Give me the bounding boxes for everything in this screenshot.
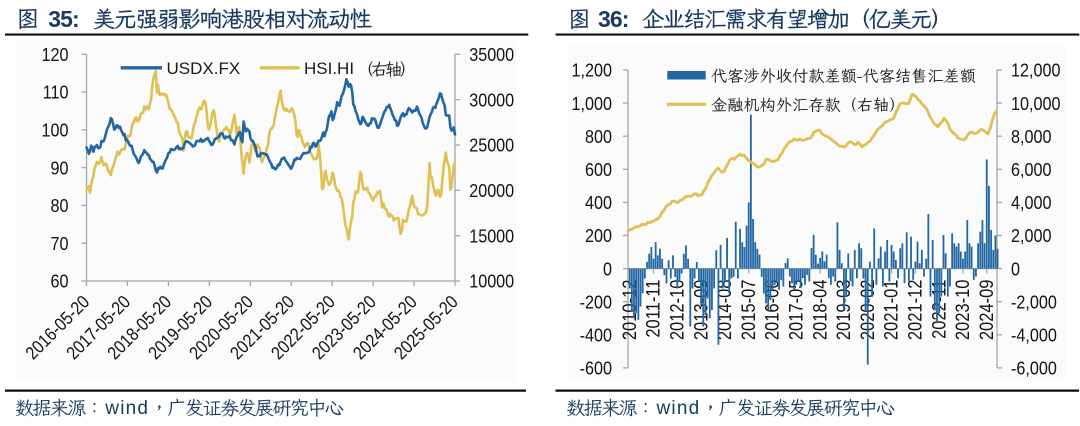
svg-text:60: 60 bbox=[51, 271, 69, 292]
svg-text:25000: 25000 bbox=[469, 135, 514, 156]
svg-text:800: 800 bbox=[585, 126, 612, 147]
svg-text:wind: wind bbox=[104, 398, 149, 419]
svg-text:35:: 35: bbox=[48, 6, 79, 32]
svg-text:2015-07: 2015-07 bbox=[738, 280, 759, 341]
svg-text:70: 70 bbox=[51, 233, 69, 254]
svg-text:2023-10: 2023-10 bbox=[952, 279, 973, 340]
svg-text:12,000: 12,000 bbox=[1011, 60, 1061, 81]
svg-text:110: 110 bbox=[43, 82, 69, 103]
svg-text:1,000: 1,000 bbox=[572, 93, 613, 114]
svg-text:-4,000: -4,000 bbox=[1011, 324, 1057, 345]
svg-text:80: 80 bbox=[51, 195, 69, 216]
svg-text:2018-04: 2018-04 bbox=[809, 279, 830, 340]
svg-text:1,200: 1,200 bbox=[572, 60, 613, 81]
svg-text:100: 100 bbox=[42, 119, 69, 140]
svg-text:36:: 36: bbox=[598, 6, 629, 32]
svg-text:2014-08: 2014-08 bbox=[714, 279, 735, 340]
svg-text:30000: 30000 bbox=[469, 89, 514, 110]
svg-text:400: 400 bbox=[585, 192, 612, 213]
svg-text:2021-01: 2021-01 bbox=[881, 279, 902, 340]
svg-text:35000: 35000 bbox=[469, 44, 514, 65]
svg-text:0: 0 bbox=[603, 258, 612, 279]
svg-text:2021-12: 2021-12 bbox=[904, 280, 925, 341]
svg-text:0: 0 bbox=[1011, 258, 1020, 279]
svg-text:6,000: 6,000 bbox=[1011, 159, 1052, 180]
svg-text:2,000: 2,000 bbox=[1011, 225, 1052, 246]
svg-text:10000: 10000 bbox=[469, 271, 514, 292]
svg-text:15000: 15000 bbox=[469, 225, 514, 246]
svg-text:200: 200 bbox=[585, 225, 612, 246]
svg-text:90: 90 bbox=[51, 157, 69, 178]
svg-text:-600: -600 bbox=[580, 357, 613, 378]
svg-text:10,000: 10,000 bbox=[1011, 93, 1061, 114]
svg-text:600: 600 bbox=[585, 159, 612, 180]
svg-text:wind: wind bbox=[656, 398, 701, 419]
svg-text:-400: -400 bbox=[580, 324, 613, 345]
svg-text:2017-05: 2017-05 bbox=[785, 279, 806, 340]
svg-text:2016-06: 2016-06 bbox=[762, 279, 783, 340]
svg-text:-6,000: -6,000 bbox=[1011, 357, 1057, 378]
svg-text:HSI.HI: HSI.HI bbox=[304, 59, 354, 78]
svg-text:4,000: 4,000 bbox=[1011, 192, 1052, 213]
svg-text:20000: 20000 bbox=[469, 180, 514, 201]
svg-text:2024-09: 2024-09 bbox=[976, 279, 997, 340]
svg-text:120: 120 bbox=[42, 44, 69, 65]
svg-text:-2,000: -2,000 bbox=[1011, 291, 1057, 312]
svg-text:-200: -200 bbox=[580, 291, 613, 312]
svg-text:2011-11: 2011-11 bbox=[643, 279, 664, 337]
svg-text:USDX.FX: USDX.FX bbox=[167, 59, 241, 78]
svg-text:8,000: 8,000 bbox=[1011, 126, 1052, 147]
svg-text:2012-10: 2012-10 bbox=[666, 279, 687, 340]
